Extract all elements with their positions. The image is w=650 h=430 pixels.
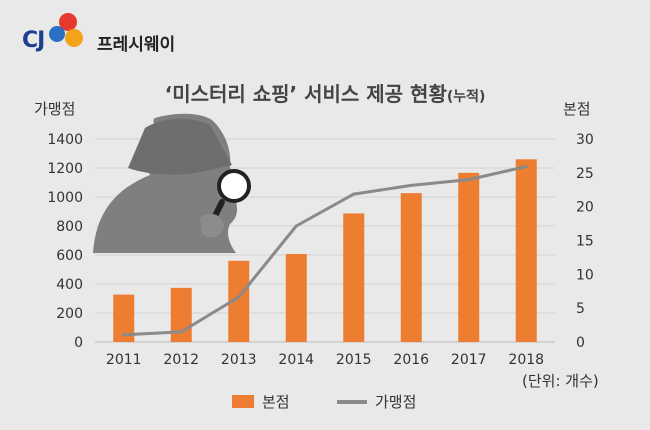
- line-path: [123, 165, 527, 337]
- x-tick-label: 2017: [451, 352, 487, 368]
- line-point-2011: [122, 333, 126, 337]
- brand-name: 프레시웨이: [97, 35, 176, 55]
- legend-label-line: 가맹점: [375, 393, 417, 411]
- detective-silhouette-icon: [93, 113, 251, 254]
- left-tick-label: 1200: [47, 161, 83, 177]
- bar-2013: [228, 260, 250, 342]
- left-axis-title: 가맹점: [34, 100, 76, 118]
- x-axis-ticks: 2011 2012 2013 2014 2015 2016 2017 2018: [106, 352, 544, 368]
- line-point-2018: [524, 165, 528, 169]
- legend-item-line: 가맹점: [337, 391, 416, 412]
- line-point-2016: [409, 183, 413, 187]
- line-point-2014: [294, 224, 298, 228]
- chart-title: ‘미스터리 쇼핑’ 서비스 제공 현황(누적): [0, 78, 650, 107]
- right-tick-label: 20: [576, 200, 594, 216]
- bar-2016: [400, 193, 422, 342]
- left-tick-label: 800: [56, 219, 83, 235]
- legend-label-bar: 본점: [262, 393, 290, 411]
- logo-letters: CJ: [22, 28, 45, 53]
- bar-2014: [285, 254, 307, 342]
- right-tick-label: 25: [576, 166, 594, 182]
- line-series: [122, 165, 528, 337]
- left-tick-label: 0: [74, 335, 83, 351]
- line-point-2017: [467, 178, 471, 182]
- legend-swatch-bar: [232, 395, 254, 408]
- cj-logo-icon: [49, 13, 83, 47]
- line-point-2012: [179, 330, 183, 334]
- x-tick-label: 2014: [278, 352, 314, 368]
- left-axis-ticks: 0 200 400 600 800 1000 1200 1400: [47, 132, 83, 351]
- right-tick-label: 5: [576, 301, 585, 317]
- chart-title-main: ‘미스터리 쇼핑’ 서비스 제공 현황: [164, 82, 447, 106]
- x-tick-label: 2015: [336, 352, 372, 368]
- right-axis-ticks: 0 5 10 15 20 25 30: [576, 132, 594, 351]
- right-tick-label: 30: [576, 132, 594, 148]
- x-tick-label: 2011: [106, 352, 142, 368]
- legend-item-bar: 본점: [232, 391, 290, 412]
- left-tick-label: 400: [56, 277, 83, 293]
- right-tick-label: 15: [576, 234, 594, 250]
- x-tick-label: 2012: [163, 352, 199, 368]
- line-point-2015: [352, 192, 356, 196]
- legend: 본점 가맹점: [0, 391, 650, 417]
- bar-2012: [170, 287, 192, 342]
- chart-title-suffix: (누적): [446, 89, 486, 105]
- bar-2015: [343, 213, 365, 342]
- bar-2017: [458, 172, 480, 342]
- x-tick-label: 2018: [508, 352, 544, 368]
- right-axis-title: 본점: [563, 100, 591, 118]
- left-tick-label: 1400: [47, 132, 83, 148]
- legend-swatch-line: [337, 399, 367, 404]
- bar-2011: [113, 294, 135, 342]
- bar-series: [113, 159, 537, 342]
- unit-note: (단위: 개수): [522, 372, 599, 390]
- right-tick-label: 10: [576, 267, 594, 283]
- right-tick-label: 0: [576, 335, 585, 351]
- left-tick-label: 600: [56, 248, 83, 264]
- line-point-2013: [237, 295, 241, 299]
- bar-2018: [515, 159, 537, 342]
- left-tick-label: 200: [56, 306, 83, 322]
- x-tick-label: 2013: [221, 352, 257, 368]
- left-tick-label: 1000: [47, 190, 83, 206]
- brand-logo: CJ 프레시웨이: [22, 8, 222, 58]
- x-tick-label: 2016: [393, 352, 429, 368]
